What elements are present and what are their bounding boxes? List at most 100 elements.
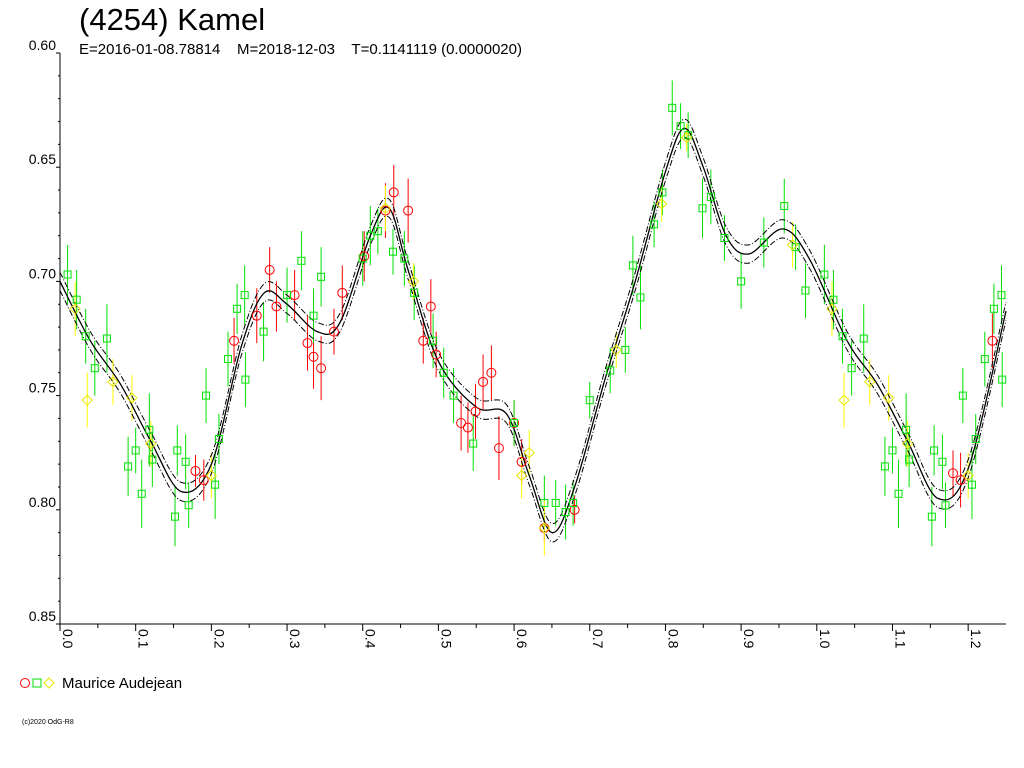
x-tick-label: 0.3 bbox=[287, 629, 303, 649]
data-point-circle bbox=[987, 335, 998, 346]
data-point-square bbox=[124, 462, 133, 471]
x-tick-label: 0.0 bbox=[60, 629, 76, 649]
data-point-circle bbox=[388, 187, 399, 198]
data-point-circle bbox=[229, 335, 240, 346]
data-point-circle bbox=[316, 363, 327, 374]
data-point-diamond bbox=[126, 392, 138, 404]
data-point-square bbox=[658, 188, 667, 197]
x-tick-label: 0.4 bbox=[363, 629, 379, 649]
data-point-square bbox=[820, 270, 829, 279]
data-point-diamond bbox=[901, 437, 914, 450]
data-point-diamond bbox=[81, 394, 93, 406]
fit-curve bbox=[59, 118, 1007, 543]
data-point-square bbox=[63, 270, 72, 279]
data-point-circle bbox=[569, 504, 580, 515]
data-point-square bbox=[780, 202, 789, 211]
data-point-diamond bbox=[826, 303, 838, 315]
data-point-square bbox=[388, 247, 397, 256]
data-point-square bbox=[90, 364, 99, 373]
data-point-diamond bbox=[107, 376, 119, 388]
data-point-square bbox=[636, 293, 645, 302]
fit-curve-lower-band bbox=[59, 137, 1007, 543]
data-point-square bbox=[668, 103, 677, 112]
data-point-square bbox=[148, 455, 157, 464]
data-point-square bbox=[958, 391, 967, 400]
y-tick-label: 0.65 bbox=[29, 151, 56, 167]
data-point-circle bbox=[478, 376, 489, 387]
data-point-square bbox=[309, 311, 318, 320]
x-tick-label: 1.2 bbox=[968, 629, 984, 649]
data-point-circle bbox=[359, 251, 370, 262]
data-point-diamond bbox=[69, 303, 81, 315]
copyright-notice: (c)2020 OdG-R8 bbox=[22, 719, 74, 726]
error-bars bbox=[67, 80, 1003, 556]
data-point-diamond bbox=[962, 469, 974, 482]
legend-square-marker bbox=[32, 678, 42, 688]
data-point-square bbox=[358, 254, 367, 263]
data-point-square bbox=[551, 498, 560, 507]
data-point-square bbox=[650, 220, 659, 229]
data-point-square bbox=[606, 366, 615, 375]
data-point-square bbox=[829, 295, 838, 304]
data-point-square bbox=[859, 334, 868, 343]
data-point-square bbox=[737, 277, 746, 286]
data-point-square bbox=[989, 304, 998, 313]
data-point-circle bbox=[190, 465, 201, 476]
data-point-square bbox=[449, 391, 458, 400]
data-point-circle bbox=[486, 367, 497, 378]
data-point-diamond bbox=[610, 344, 622, 356]
data-point-square bbox=[233, 304, 242, 313]
data-point-circle bbox=[271, 301, 282, 312]
data-point-square bbox=[137, 489, 146, 498]
data-point-square bbox=[905, 455, 914, 464]
data-point-square bbox=[373, 227, 382, 236]
data-point-circle bbox=[955, 475, 966, 486]
data-point-square bbox=[429, 336, 438, 345]
data-point-square bbox=[171, 512, 180, 521]
legend: Maurice Audejean bbox=[20, 674, 182, 692]
data-point-square bbox=[720, 234, 729, 243]
x-tick-label: 0.6 bbox=[514, 629, 530, 649]
data-point-diamond bbox=[145, 437, 157, 450]
fit-curve-line bbox=[59, 127, 1007, 534]
data-point-diamond bbox=[407, 275, 420, 288]
data-point-square bbox=[184, 501, 193, 510]
data-point-square bbox=[317, 272, 326, 281]
y-tick-label: 0.75 bbox=[29, 380, 56, 396]
data-point-circle bbox=[380, 205, 391, 216]
data-point-square bbox=[102, 334, 111, 343]
x-tick-label: 0.9 bbox=[741, 629, 757, 649]
data-point-diamond bbox=[786, 239, 799, 251]
x-tick-label: 0.8 bbox=[665, 629, 681, 649]
data-point-square bbox=[938, 457, 947, 466]
legend-diamond-marker bbox=[43, 677, 55, 689]
data-point-circle bbox=[516, 456, 527, 467]
data-point-square bbox=[997, 291, 1006, 300]
data-point-square bbox=[894, 489, 903, 498]
data-point-square bbox=[838, 332, 847, 341]
data-point-circle bbox=[509, 418, 520, 429]
data-point-square bbox=[297, 256, 306, 265]
data-point-diamond bbox=[205, 469, 218, 482]
data-point-square bbox=[561, 508, 570, 517]
data-point-circle bbox=[456, 418, 467, 429]
data-point-square bbox=[941, 501, 950, 510]
data-point-diamond bbox=[523, 446, 535, 459]
chart-subtitle: E=2016-01-08.78814 M=2018-12-03 T=0.1141… bbox=[79, 41, 522, 58]
data-point-square bbox=[410, 288, 419, 297]
data-point-square bbox=[131, 446, 140, 455]
legend-observer-label: Maurice Audejean bbox=[62, 674, 183, 692]
data-point-square bbox=[241, 375, 250, 384]
data-point-circle bbox=[948, 468, 959, 479]
data-point-square bbox=[585, 396, 594, 405]
x-tick-label: 0.7 bbox=[590, 629, 606, 649]
x-tick-label: 0.1 bbox=[136, 629, 152, 649]
data-point-square bbox=[72, 295, 81, 304]
data-point-diamond bbox=[515, 469, 528, 482]
axis-ticks bbox=[56, 52, 969, 631]
data-point-circle bbox=[403, 205, 414, 216]
y-tick-label: 0.60 bbox=[29, 37, 56, 53]
data-point-square bbox=[971, 434, 980, 443]
data-point-circle bbox=[418, 335, 429, 346]
data-point-square bbox=[283, 291, 292, 300]
